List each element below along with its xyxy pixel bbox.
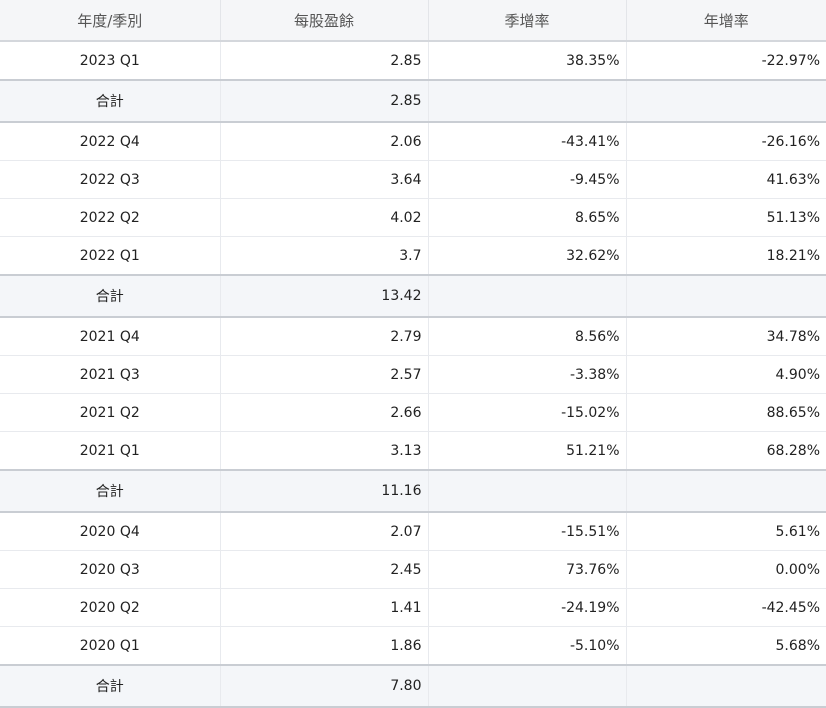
cell: 2021 Q3: [0, 355, 221, 394]
cell: -22.97%: [625, 40, 826, 81]
data-row: 2023 Q1 2.85 38.35% -22.97%: [0, 40, 826, 81]
cell: 51.21%: [427, 431, 627, 471]
empty-cell: [427, 274, 627, 318]
cell: 18.21%: [625, 236, 826, 276]
cell: -26.16%: [625, 121, 826, 161]
empty-cell: [625, 469, 826, 513]
empty-cell: [427, 664, 627, 708]
cell: 2022 Q4: [0, 121, 221, 161]
data-row: 2022 Q1 3.7 32.62% 18.21%: [0, 236, 826, 276]
data-row: 2022 Q2 4.02 8.65% 51.13%: [0, 198, 826, 237]
cell: 8.65%: [427, 198, 627, 237]
cell: -42.45%: [625, 588, 826, 627]
empty-cell: [625, 274, 826, 318]
total-row: 合計 11.16: [0, 469, 826, 513]
cell: 3.64: [219, 160, 429, 199]
header-cell: 季增率: [427, 0, 627, 42]
header-cell: 年度/季別: [0, 0, 221, 42]
data-row: 2022 Q3 3.64 -9.45% 41.63%: [0, 160, 826, 199]
cell: 88.65%: [625, 393, 826, 432]
cell: 2.06: [219, 121, 429, 161]
cell: 1.86: [219, 626, 429, 666]
cell: 7.80: [219, 664, 429, 708]
cell: 11.16: [219, 469, 429, 513]
cell: -9.45%: [427, 160, 627, 199]
cell: -24.19%: [427, 588, 627, 627]
cell: 4.02: [219, 198, 429, 237]
data-row: 2020 Q2 1.41 -24.19% -42.45%: [0, 588, 826, 627]
empty-cell: [625, 79, 826, 123]
header-cell: 每股盈餘: [219, 0, 429, 42]
cell: 51.13%: [625, 198, 826, 237]
cell: 32.62%: [427, 236, 627, 276]
cell: 2021 Q1: [0, 431, 221, 471]
cell: 5.61%: [625, 511, 826, 551]
cell: 0.00%: [625, 550, 826, 589]
cell: -3.38%: [427, 355, 627, 394]
cell: 2.57: [219, 355, 429, 394]
data-row: 2021 Q1 3.13 51.21% 68.28%: [0, 431, 826, 471]
cell: 73.76%: [427, 550, 627, 589]
data-row: 2022 Q4 2.06 -43.41% -26.16%: [0, 121, 826, 161]
empty-cell: [427, 79, 627, 123]
total-row: 合計 7.80: [0, 664, 826, 708]
cell: 34.78%: [625, 316, 826, 356]
data-row: 2020 Q3 2.45 73.76% 0.00%: [0, 550, 826, 589]
cell: 2021 Q2: [0, 393, 221, 432]
table-header: 年度/季別 每股盈餘 季增率 年增率: [0, 0, 826, 42]
total-row: 合計 13.42: [0, 274, 826, 318]
cell: 2.79: [219, 316, 429, 356]
header-cell: 年增率: [625, 0, 826, 42]
data-row: 2021 Q4 2.79 8.56% 34.78%: [0, 316, 826, 356]
cell: 5.68%: [625, 626, 826, 666]
cell: 38.35%: [427, 40, 627, 81]
cell: 2022 Q1: [0, 236, 221, 276]
cell: -43.41%: [427, 121, 627, 161]
cell: 合計: [0, 469, 221, 513]
cell: 2.66: [219, 393, 429, 432]
cell: 41.63%: [625, 160, 826, 199]
cell: 3.13: [219, 431, 429, 471]
cell: 8.56%: [427, 316, 627, 356]
cell: 68.28%: [625, 431, 826, 471]
cell: 4.90%: [625, 355, 826, 394]
cell: 2023 Q1: [0, 40, 221, 81]
cell: 合計: [0, 274, 221, 318]
cell: 3.7: [219, 236, 429, 276]
cell: 合計: [0, 664, 221, 708]
cell: -15.02%: [427, 393, 627, 432]
cell: 2022 Q3: [0, 160, 221, 199]
cell: 2020 Q3: [0, 550, 221, 589]
cell: 2022 Q2: [0, 198, 221, 237]
header-row: 年度/季別 每股盈餘 季增率 年增率: [0, 0, 826, 42]
data-row: 2020 Q1 1.86 -5.10% 5.68%: [0, 626, 826, 666]
total-row: 合計 2.85: [0, 79, 826, 123]
cell: 2021 Q4: [0, 316, 221, 356]
cell: 2.45: [219, 550, 429, 589]
cell: 2.85: [219, 79, 429, 123]
empty-cell: [427, 469, 627, 513]
cell: 2020 Q2: [0, 588, 221, 627]
cell: 13.42: [219, 274, 429, 318]
cell: 合計: [0, 79, 221, 123]
data-row: 2020 Q4 2.07 -15.51% 5.61%: [0, 511, 826, 551]
cell: 2020 Q4: [0, 511, 221, 551]
empty-cell: [625, 664, 826, 708]
cell: 2.07: [219, 511, 429, 551]
cell: 1.41: [219, 588, 429, 627]
cell: 2020 Q1: [0, 626, 221, 666]
cell: -5.10%: [427, 626, 627, 666]
table-body: 2023 Q1 2.85 38.35% -22.97% 合計 2.85 2022 Q4 2.0…: [0, 40, 826, 708]
cell: -15.51%: [427, 511, 627, 551]
data-row: 2021 Q2 2.66 -15.02% 88.65%: [0, 393, 826, 432]
cell: 2.85: [219, 40, 429, 81]
data-row: 2021 Q3 2.57 -3.38% 4.90%: [0, 355, 826, 394]
